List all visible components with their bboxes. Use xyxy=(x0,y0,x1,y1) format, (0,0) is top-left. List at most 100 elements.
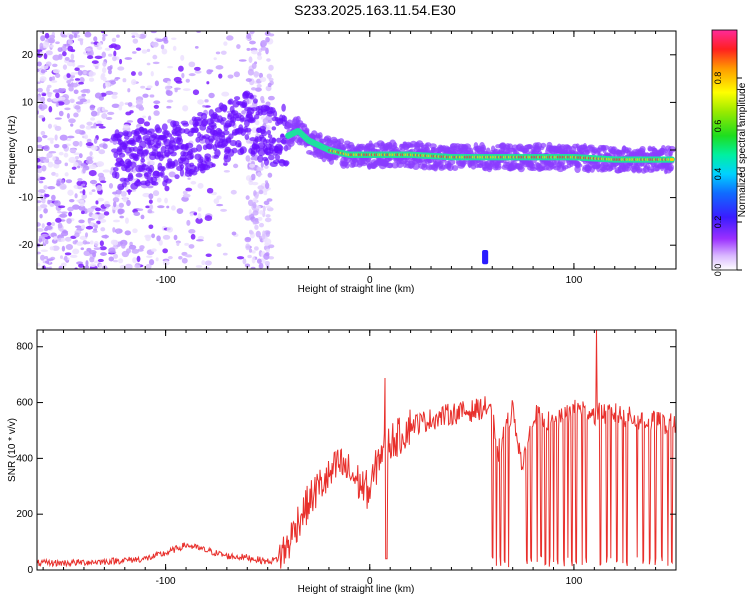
heatmap-cell xyxy=(85,232,89,238)
heatmap-cell xyxy=(140,214,145,220)
heatmap-cell xyxy=(68,34,74,40)
heatmap-cell xyxy=(222,252,228,256)
heatmap-cell xyxy=(236,44,241,49)
heatmap-cell xyxy=(44,255,49,260)
heatmap-cell xyxy=(52,69,61,74)
heatmap-cell xyxy=(233,71,241,78)
heatmap-cell xyxy=(220,208,228,212)
heatmap-cell xyxy=(132,51,137,54)
heatmap-cell xyxy=(249,230,254,235)
heatmap-cell xyxy=(108,44,114,49)
heatmap-cell xyxy=(216,243,222,248)
heatmap-cell xyxy=(188,73,196,77)
heatmap-cell xyxy=(71,204,80,210)
heatmap-cell xyxy=(184,242,190,246)
heatmap-cell xyxy=(41,104,48,110)
heatmap-cell xyxy=(66,62,75,67)
heatmap-cell xyxy=(62,230,69,234)
heatmap-cell xyxy=(447,159,456,166)
heatmap-cell xyxy=(59,134,68,141)
heatmap-cell xyxy=(94,224,98,229)
heatmap-cell xyxy=(47,84,52,89)
heatmap-cell xyxy=(112,239,119,246)
heatmap-cell xyxy=(47,123,53,129)
heatmap-cell xyxy=(58,151,64,156)
heatmap-cell xyxy=(119,215,124,219)
heatmap-cell xyxy=(146,48,151,52)
heatmap-cell xyxy=(103,211,110,216)
heatmap-cell xyxy=(100,252,107,256)
heatmap-cell xyxy=(188,229,196,234)
heatmap-cell xyxy=(181,72,185,79)
heatmap-cell xyxy=(43,53,48,60)
heatmap-cell xyxy=(197,99,204,105)
heatmap-cell xyxy=(248,248,253,253)
heatmap-cell xyxy=(171,37,177,41)
heatmap-cell xyxy=(252,197,258,204)
heatmap-cell xyxy=(54,159,62,165)
heatmap-cell xyxy=(37,68,40,73)
heatmap-cell xyxy=(138,71,143,76)
heatmap-cell xyxy=(203,105,211,108)
heatmap-cell xyxy=(147,139,155,146)
heatmap-cell xyxy=(480,144,487,152)
heatmap-cell xyxy=(259,76,267,83)
heatmap-cell xyxy=(73,32,78,39)
heatmap-cell xyxy=(122,124,130,129)
heatmap-cell xyxy=(153,104,159,109)
heatmap-cell xyxy=(77,177,83,182)
heatmap-cell xyxy=(265,205,271,209)
heatmap-cell xyxy=(215,65,224,70)
heatmap-cell xyxy=(254,224,259,230)
heatmap-cell xyxy=(197,207,202,212)
heatmap-cell xyxy=(95,184,103,191)
heatmap-cell xyxy=(148,259,155,266)
heatmap-cell xyxy=(160,44,165,50)
heatmap-cell xyxy=(105,90,114,96)
heatmap-cell xyxy=(244,263,251,268)
heatmap-cell xyxy=(148,193,154,200)
heatmap-cell xyxy=(66,113,70,119)
heatmap-cell xyxy=(101,51,107,58)
heatmap-cell xyxy=(107,69,112,75)
heatmap-cell xyxy=(137,208,144,212)
heatmap-cell xyxy=(148,224,154,229)
heatmap-cell xyxy=(146,62,151,66)
heatmap-ytick-label: 10 xyxy=(22,97,34,108)
heatmap-cell xyxy=(206,69,212,75)
heatmap-cell xyxy=(277,149,283,155)
heatmap-cell xyxy=(173,234,178,241)
heatmap-cell xyxy=(37,167,43,174)
heatmap-cell xyxy=(147,128,155,134)
heatmap-cell xyxy=(177,134,182,142)
heatmap-xtick-label: -100 xyxy=(156,275,176,286)
heatmap-cell xyxy=(161,123,168,131)
heatmap-cell xyxy=(274,154,281,161)
heatmap-cell xyxy=(255,230,261,238)
heatmap-cell xyxy=(88,70,95,78)
heatmap-cell xyxy=(258,262,264,269)
heatmap-cell xyxy=(64,107,71,111)
heatmap-cell xyxy=(105,81,111,88)
heatmap-cell xyxy=(151,41,159,48)
colorbar: 0.0 0.2 0.4 0.6 0.8 Normalized spectral ampl… xyxy=(711,29,748,276)
heatmap-cell xyxy=(54,134,58,141)
heatmap-cell xyxy=(64,56,70,61)
heatmap-cell xyxy=(69,98,75,104)
heatmap-cell xyxy=(222,104,228,113)
colorbar-tick-label: 0.2 xyxy=(713,216,723,229)
heatmap-cell xyxy=(267,95,275,101)
heatmap-cell xyxy=(132,228,138,234)
heatmap-cell xyxy=(575,163,583,168)
heatmap-cell xyxy=(188,244,195,249)
heatmap-cell xyxy=(196,144,203,152)
snr-series-line xyxy=(37,330,676,569)
heatmap-cell xyxy=(73,89,79,95)
heatmap-cell xyxy=(71,31,80,35)
heatmap-cell xyxy=(39,31,44,34)
heatmap-cell xyxy=(78,153,83,159)
heatmap-cell xyxy=(78,219,85,224)
heatmap-cell xyxy=(102,143,108,150)
heatmap-cell xyxy=(89,104,95,111)
heatmap-cell xyxy=(83,71,87,75)
